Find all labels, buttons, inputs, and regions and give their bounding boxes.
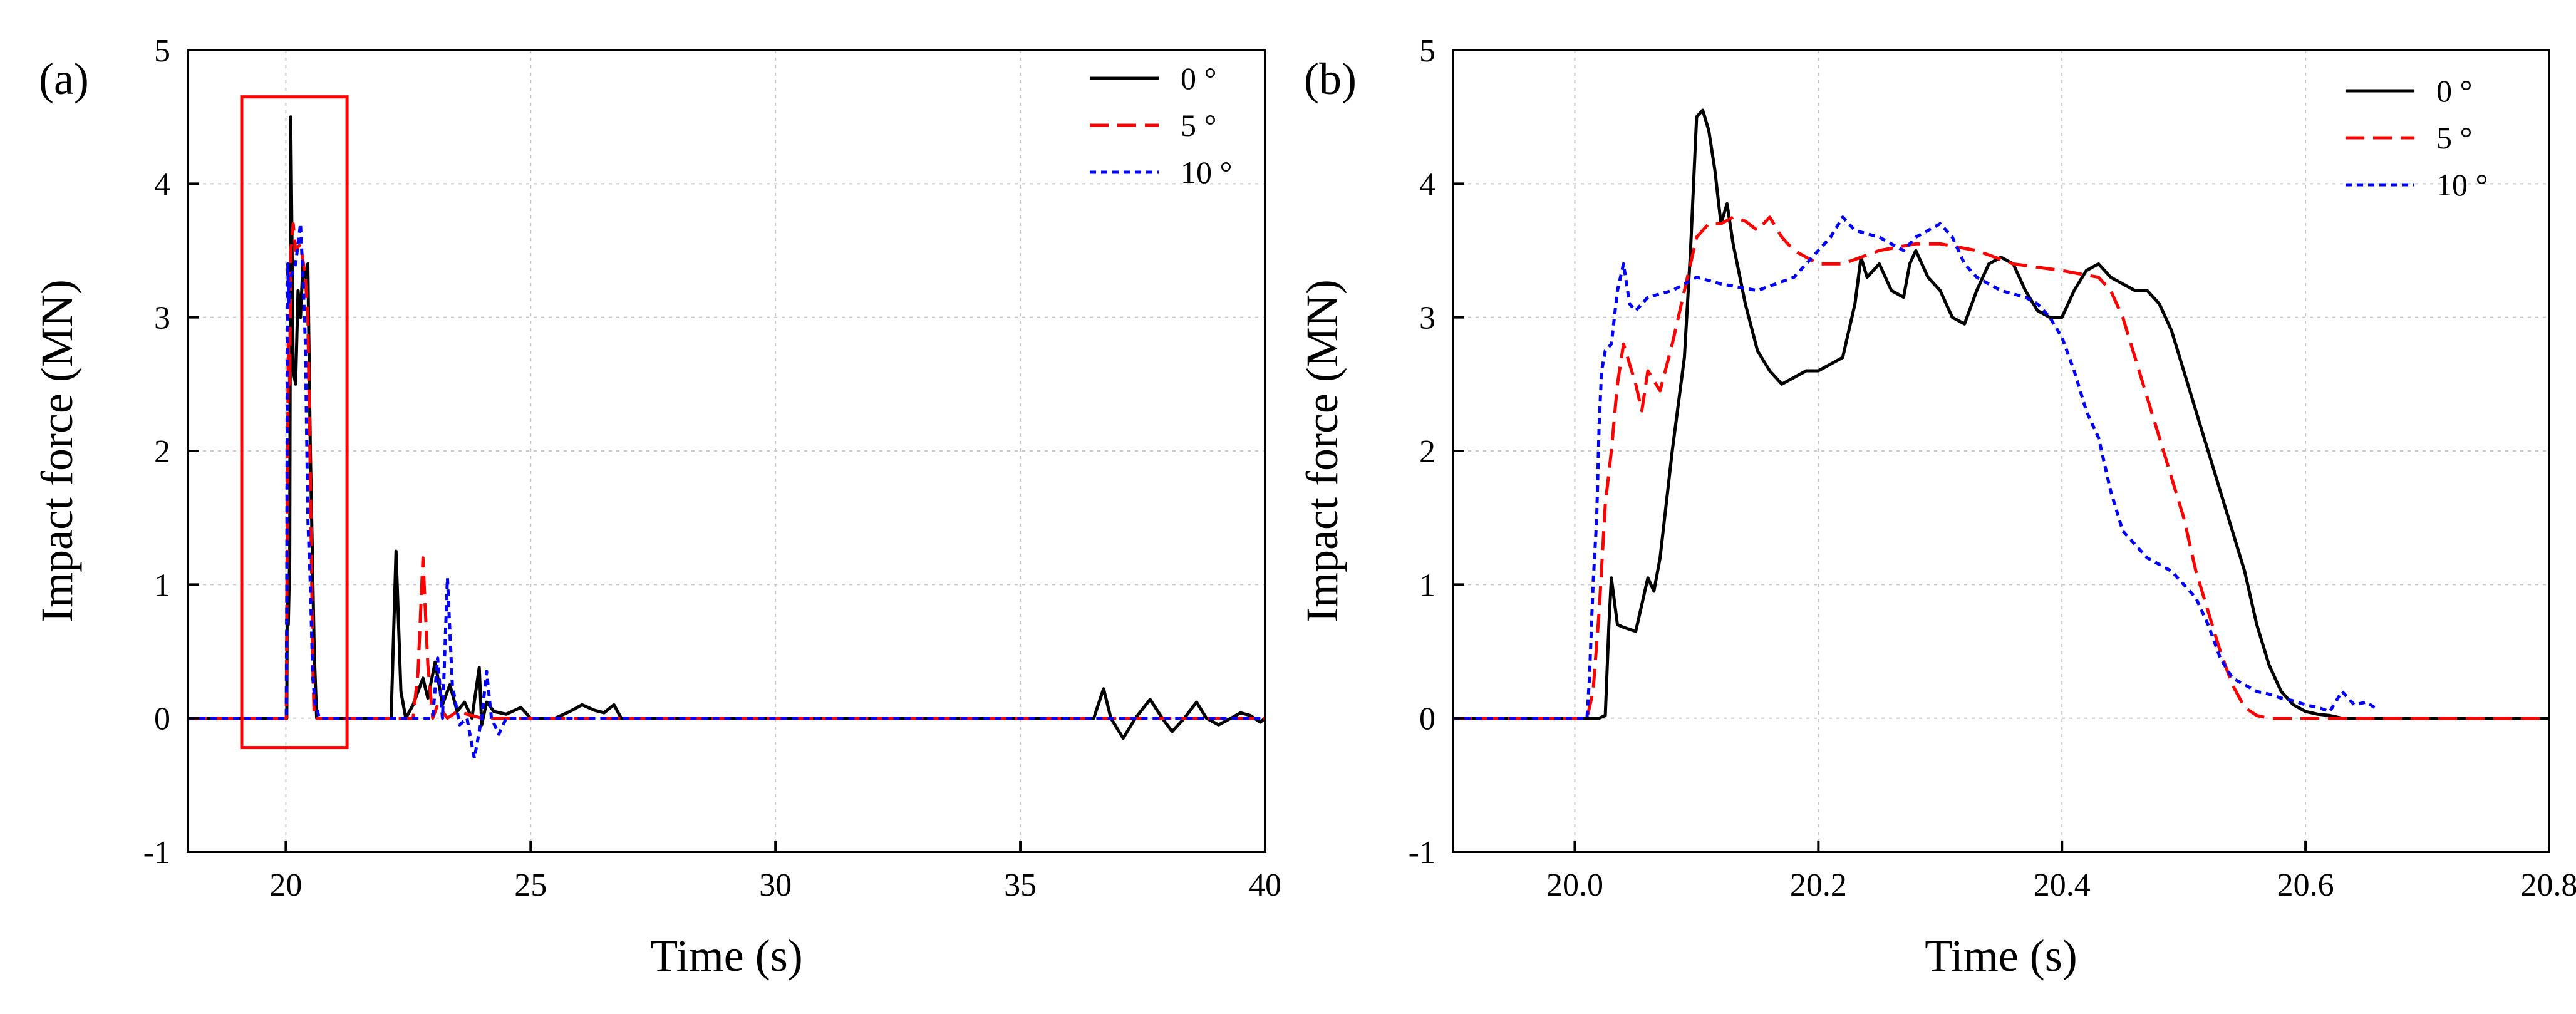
y-tick-label: 1 (154, 567, 170, 603)
legend-label: 0 ° (2436, 73, 2473, 108)
y-axis-title: Impact force (MN) (32, 279, 82, 623)
legend-label: 5 ° (2436, 120, 2473, 155)
y-tick-label: -1 (1409, 835, 1435, 871)
series-line-5deg (188, 222, 1265, 720)
y-tick-label: 2 (1419, 434, 1435, 470)
y-tick-label: 5 (154, 33, 170, 69)
series-line-10deg (1453, 215, 2380, 720)
y-tick-label: 0 (154, 701, 170, 737)
panel-label: (a) (39, 54, 89, 104)
x-axis-title: Time (s) (650, 931, 802, 981)
x-tick-label: 20.2 (1790, 867, 1847, 903)
y-tick-label: 4 (1419, 167, 1435, 202)
x-tick-label: 20.4 (2034, 867, 2091, 903)
x-tick-label: 20 (269, 867, 302, 903)
x-tick-label: 35 (1004, 867, 1037, 903)
legend: 0 ° 5 ° 10 ° (2346, 73, 2488, 202)
y-tick-label: 3 (1419, 301, 1435, 336)
series-line-5deg (1453, 215, 2549, 720)
y-tick-label: 1 (1419, 567, 1435, 603)
x-axis-title: Time (s) (1925, 931, 2077, 981)
x-tick-label: 20.6 (2277, 867, 2334, 903)
y-tick-label: -1 (143, 835, 170, 871)
y-tick-label: 0 (1419, 701, 1435, 737)
x-tick-label: 20.0 (1546, 867, 1603, 903)
y-tick-label: 3 (154, 301, 170, 336)
x-tick-label: 40 (1249, 867, 1281, 903)
legend-label: 5 ° (1181, 108, 1217, 143)
y-tick-label: 5 (1419, 33, 1435, 69)
zoom-highlight-box (240, 95, 349, 750)
plot-area (188, 115, 1265, 760)
legend-label: 0 ° (1181, 61, 1217, 96)
plot-area (1453, 108, 2549, 720)
panel-a: 20 25 30 35 40 -1 0 1 2 3 4 5 Time (s) Impact force (… (32, 33, 1281, 981)
legend-label: 10 ° (2436, 167, 2488, 202)
y-axis-title: Impact force (MN) (1297, 279, 1347, 623)
x-tick-label: 20.8 (2521, 867, 2576, 903)
panel-b: 20.0 20.2 20.4 20.6 20.8 -1 0 1 2 3 4 5 Time (s) Impa… (1297, 33, 2576, 981)
y-tick-label: 4 (154, 167, 170, 202)
x-tick-label: 25 (514, 867, 547, 903)
y-tick-label: 2 (154, 434, 170, 470)
series-line-10deg (188, 222, 1265, 760)
legend: 0 ° 5 ° 10 ° (1090, 61, 1233, 190)
legend-label: 10 ° (1181, 155, 1233, 190)
x-tick-label: 30 (759, 867, 792, 903)
series-line-0deg (1453, 108, 2549, 720)
panel-label: (b) (1304, 54, 1357, 104)
